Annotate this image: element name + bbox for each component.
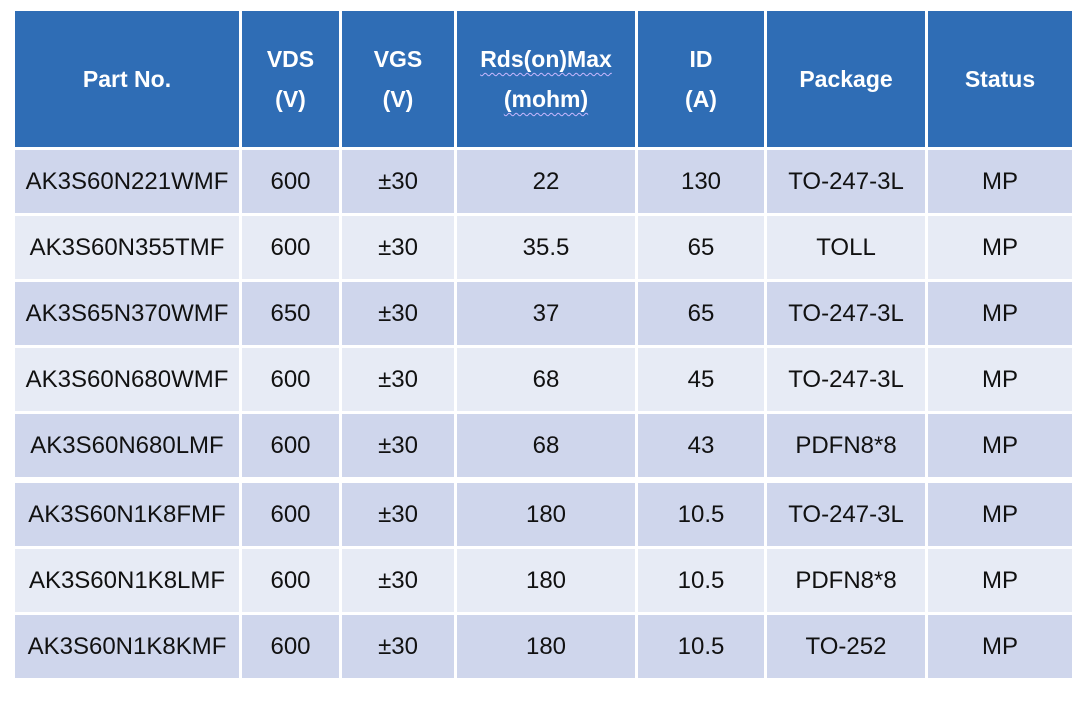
cell-vds: 600 xyxy=(242,414,339,477)
cell-package: TO-247-3L xyxy=(767,348,925,411)
cell-part-no: AK3S60N1K8LMF xyxy=(15,549,239,612)
cell-vgs: ±30 xyxy=(342,480,454,546)
cell-id: 65 xyxy=(638,282,764,345)
cell-rds: 68 xyxy=(457,414,635,477)
table-row: AK3S60N355TMF 600 ±30 35.5 65 TOLL MP xyxy=(15,216,1072,279)
cell-rds: 68 xyxy=(457,348,635,411)
header-package-label: Package xyxy=(799,66,893,92)
cell-vds: 600 xyxy=(242,549,339,612)
header-rds-unit: (mohm) xyxy=(503,86,589,112)
header-part-no-label: Part No. xyxy=(82,66,172,92)
cell-vds: 600 xyxy=(242,348,339,411)
cell-vgs: ±30 xyxy=(342,549,454,612)
header-id-unit: (A) xyxy=(685,86,717,112)
cell-id: 45 xyxy=(638,348,764,411)
header-vgs-label: VGS xyxy=(373,46,423,72)
cell-vds: 600 xyxy=(242,216,339,279)
table-row: AK3S60N1K8LMF 600 ±30 180 10.5 PDFN8*8 M… xyxy=(15,549,1072,612)
cell-id: 43 xyxy=(638,414,764,477)
header-rds-label: Rds(on)Max xyxy=(480,46,612,72)
cell-vds: 600 xyxy=(242,150,339,213)
cell-status: MP xyxy=(928,414,1072,477)
cell-id: 65 xyxy=(638,216,764,279)
cell-vds: 600 xyxy=(242,480,339,546)
cell-status: MP xyxy=(928,348,1072,411)
mosfet-spec-table: Part No. VDS (V) VGS (V) Rds(on)Max (moh… xyxy=(12,8,1075,681)
header-package: Package xyxy=(767,11,925,147)
header-status-label: Status xyxy=(964,66,1036,92)
table-row: AK3S60N221WMF 600 ±30 22 130 TO-247-3L M… xyxy=(15,150,1072,213)
cell-vds: 650 xyxy=(242,282,339,345)
table-row: AK3S65N370WMF 650 ±30 37 65 TO-247-3L MP xyxy=(15,282,1072,345)
cell-part-no: AK3S60N1K8KMF xyxy=(15,615,239,678)
cell-part-no: AK3S60N680WMF xyxy=(15,348,239,411)
cell-rds: 35.5 xyxy=(457,216,635,279)
table-row: AK3S60N680WMF 600 ±30 68 45 TO-247-3L MP xyxy=(15,348,1072,411)
table-row: AK3S60N1K8FMF 600 ±30 180 10.5 TO-247-3L… xyxy=(15,480,1072,546)
header-id-label: ID xyxy=(689,46,713,72)
cell-package: TO-247-3L xyxy=(767,282,925,345)
header-vds-unit: (V) xyxy=(275,86,306,112)
header-vgs: VGS (V) xyxy=(342,11,454,147)
cell-package: TO-252 xyxy=(767,615,925,678)
cell-status: MP xyxy=(928,282,1072,345)
cell-rds: 37 xyxy=(457,282,635,345)
cell-rds: 22 xyxy=(457,150,635,213)
spec-table-container: Part No. VDS (V) VGS (V) Rds(on)Max (moh… xyxy=(12,8,1072,681)
cell-vgs: ±30 xyxy=(342,150,454,213)
cell-vgs: ±30 xyxy=(342,348,454,411)
header-rds-on-max: Rds(on)Max (mohm) xyxy=(457,11,635,147)
cell-part-no: AK3S60N355TMF xyxy=(15,216,239,279)
cell-vgs: ±30 xyxy=(342,216,454,279)
cell-package: PDFN8*8 xyxy=(767,549,925,612)
header-vds-label: VDS xyxy=(266,46,315,72)
cell-status: MP xyxy=(928,150,1072,213)
cell-id: 130 xyxy=(638,150,764,213)
cell-package: TOLL xyxy=(767,216,925,279)
cell-id: 10.5 xyxy=(638,615,764,678)
cell-vgs: ±30 xyxy=(342,615,454,678)
header-id: ID (A) xyxy=(638,11,764,147)
cell-rds: 180 xyxy=(457,615,635,678)
cell-package: TO-247-3L xyxy=(767,150,925,213)
cell-id: 10.5 xyxy=(638,549,764,612)
cell-rds: 180 xyxy=(457,549,635,612)
cell-id: 10.5 xyxy=(638,480,764,546)
cell-vgs: ±30 xyxy=(342,414,454,477)
cell-part-no: AK3S65N370WMF xyxy=(15,282,239,345)
cell-package: PDFN8*8 xyxy=(767,414,925,477)
table-body: AK3S60N221WMF 600 ±30 22 130 TO-247-3L M… xyxy=(15,150,1072,678)
cell-rds: 180 xyxy=(457,480,635,546)
cell-vgs: ±30 xyxy=(342,282,454,345)
cell-package: TO-247-3L xyxy=(767,480,925,546)
header-status: Status xyxy=(928,11,1072,147)
cell-status: MP xyxy=(928,615,1072,678)
header-part-no: Part No. xyxy=(15,11,239,147)
header-row: Part No. VDS (V) VGS (V) Rds(on)Max (moh… xyxy=(15,11,1072,147)
cell-vds: 600 xyxy=(242,615,339,678)
cell-status: MP xyxy=(928,480,1072,546)
cell-part-no: AK3S60N1K8FMF xyxy=(15,480,239,546)
header-vgs-unit: (V) xyxy=(382,86,414,112)
cell-part-no: AK3S60N680LMF xyxy=(15,414,239,477)
table-row: AK3S60N680LMF 600 ±30 68 43 PDFN8*8 MP xyxy=(15,414,1072,477)
cell-part-no: AK3S60N221WMF xyxy=(15,150,239,213)
table-row: AK3S60N1K8KMF 600 ±30 180 10.5 TO-252 MP xyxy=(15,615,1072,678)
cell-status: MP xyxy=(928,549,1072,612)
cell-status: MP xyxy=(928,216,1072,279)
header-vds: VDS (V) xyxy=(242,11,339,147)
